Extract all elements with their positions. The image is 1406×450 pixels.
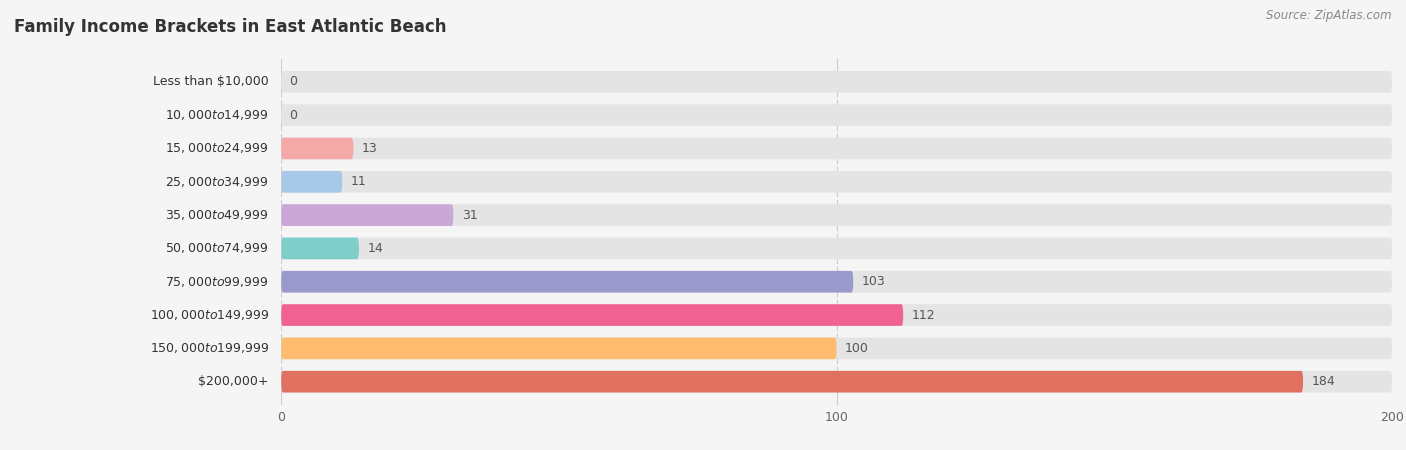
Text: 0: 0 [290, 108, 298, 122]
Text: Source: ZipAtlas.com: Source: ZipAtlas.com [1267, 9, 1392, 22]
Text: 0: 0 [290, 75, 298, 88]
Text: 112: 112 [911, 309, 935, 322]
FancyBboxPatch shape [281, 371, 1392, 392]
Text: 31: 31 [461, 209, 478, 221]
Text: $100,000 to $149,999: $100,000 to $149,999 [149, 308, 269, 322]
FancyBboxPatch shape [281, 371, 1303, 392]
FancyBboxPatch shape [281, 338, 1392, 359]
Text: $150,000 to $199,999: $150,000 to $199,999 [149, 342, 269, 356]
Text: $200,000+: $200,000+ [198, 375, 269, 388]
FancyBboxPatch shape [281, 204, 1392, 226]
Text: 11: 11 [350, 175, 367, 188]
Text: 100: 100 [845, 342, 869, 355]
FancyBboxPatch shape [281, 138, 353, 159]
FancyBboxPatch shape [281, 304, 903, 326]
Text: 14: 14 [367, 242, 382, 255]
FancyBboxPatch shape [281, 238, 1392, 259]
Text: $35,000 to $49,999: $35,000 to $49,999 [166, 208, 269, 222]
FancyBboxPatch shape [281, 104, 1392, 126]
Text: $15,000 to $24,999: $15,000 to $24,999 [166, 141, 269, 155]
Text: $25,000 to $34,999: $25,000 to $34,999 [166, 175, 269, 189]
FancyBboxPatch shape [281, 271, 853, 292]
FancyBboxPatch shape [281, 204, 453, 226]
Text: 184: 184 [1312, 375, 1336, 388]
Text: 13: 13 [361, 142, 377, 155]
FancyBboxPatch shape [281, 238, 359, 259]
FancyBboxPatch shape [281, 304, 1392, 326]
FancyBboxPatch shape [281, 338, 837, 359]
Text: $75,000 to $99,999: $75,000 to $99,999 [166, 275, 269, 289]
FancyBboxPatch shape [281, 171, 1392, 193]
Text: Less than $10,000: Less than $10,000 [153, 75, 269, 88]
FancyBboxPatch shape [281, 271, 1392, 292]
Text: $10,000 to $14,999: $10,000 to $14,999 [166, 108, 269, 122]
Text: Family Income Brackets in East Atlantic Beach: Family Income Brackets in East Atlantic … [14, 18, 447, 36]
Text: $50,000 to $74,999: $50,000 to $74,999 [166, 241, 269, 256]
FancyBboxPatch shape [281, 138, 1392, 159]
FancyBboxPatch shape [281, 171, 342, 193]
Text: 103: 103 [862, 275, 886, 288]
FancyBboxPatch shape [281, 71, 1392, 93]
